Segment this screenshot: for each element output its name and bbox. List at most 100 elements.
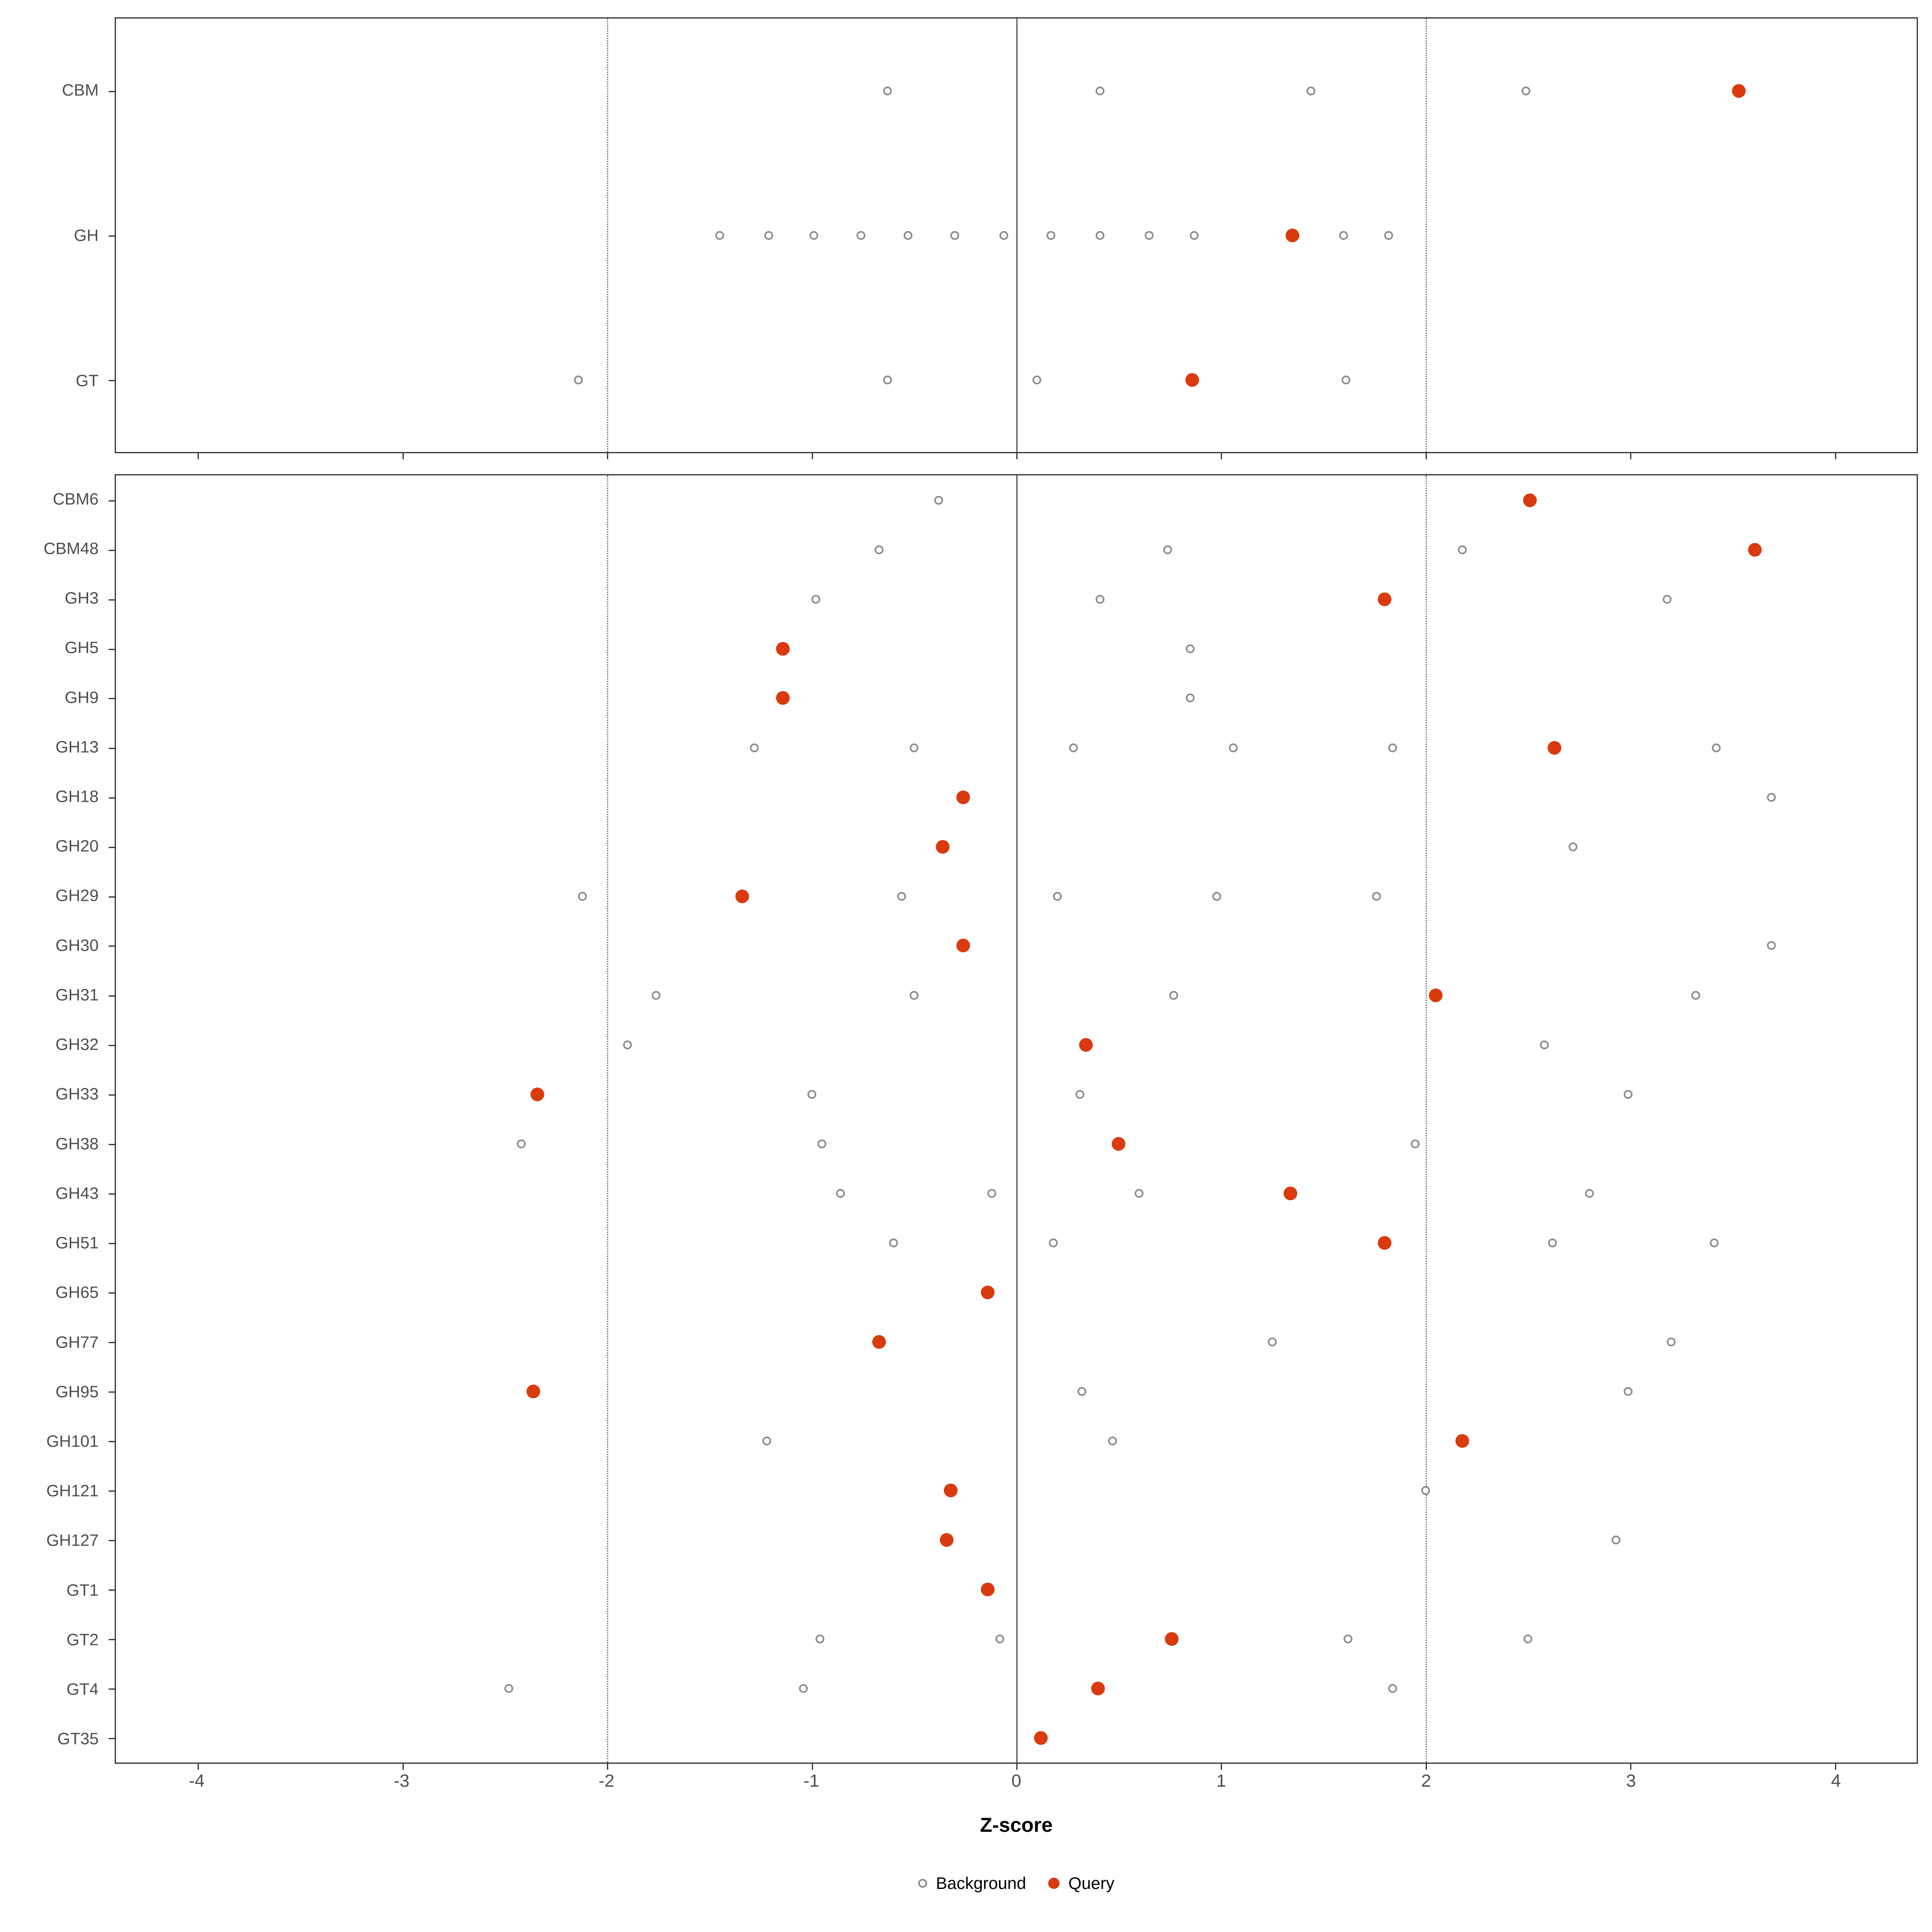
- background-point: [516, 1139, 526, 1148]
- y-axis-tick: [109, 747, 116, 749]
- x-axis-tick: [607, 452, 609, 459]
- y-axis-tick: [109, 1292, 116, 1294]
- y-axis-tick: [109, 1144, 116, 1145]
- y-axis-label: GH29: [55, 886, 99, 905]
- y-axis-tick: [109, 1193, 116, 1195]
- y-axis-tick: [109, 698, 116, 700]
- background-point: [764, 231, 773, 240]
- background-point: [1767, 941, 1776, 950]
- background-point: [1611, 1535, 1620, 1544]
- background-point: [817, 1139, 826, 1148]
- y-axis-tick: [109, 91, 116, 92]
- query-point: [944, 1483, 958, 1497]
- y-axis-label: GH95: [55, 1382, 99, 1401]
- query-point: [1548, 741, 1562, 755]
- query-point: [1185, 373, 1199, 387]
- y-axis-label: GH127: [46, 1531, 99, 1550]
- x-axis-tick: [402, 452, 404, 459]
- y-axis-label: GH32: [55, 1035, 99, 1054]
- y-axis-tick: [109, 1589, 116, 1591]
- background-point: [1709, 1238, 1719, 1247]
- background-point: [1624, 1090, 1633, 1099]
- background-point: [1108, 1436, 1117, 1445]
- y-axis-tick: [109, 500, 116, 502]
- y-axis-tick: [109, 1639, 116, 1640]
- y-axis-labels-families: CBM6 CBM48 GH3 GH5 GH9 GH13 GH18 GH20 GH29 GH30 GH…: [0, 474, 107, 1764]
- y-axis-tick: [109, 1243, 116, 1244]
- query-point: [776, 642, 790, 656]
- background-point: [1421, 1486, 1430, 1495]
- background-point: [883, 86, 892, 95]
- y-axis-tick: [109, 648, 116, 650]
- filled-circle-icon: [1048, 1878, 1060, 1889]
- reference-line-dotted: [607, 19, 609, 452]
- y-axis-label: GH9: [64, 688, 99, 707]
- background-point: [574, 375, 583, 384]
- y-axis-label: GH: [74, 226, 99, 244]
- query-point: [1034, 1731, 1048, 1745]
- background-point: [1163, 545, 1172, 554]
- background-point: [934, 495, 943, 505]
- x-axis-tick-label: 1: [1216, 1771, 1226, 1791]
- background-point: [909, 991, 919, 1000]
- background-point: [1548, 1238, 1557, 1247]
- x-axis-tick: [1016, 452, 1018, 459]
- y-axis-label: GH5: [64, 638, 99, 657]
- y-axis-tick: [109, 1094, 116, 1096]
- query-point: [735, 889, 749, 903]
- x-axis-tick: [402, 1763, 404, 1770]
- y-axis-tick: [109, 235, 116, 237]
- background-point: [889, 1238, 898, 1247]
- y-axis-tick: [109, 1490, 116, 1492]
- y-axis-label: CBM6: [53, 489, 99, 508]
- background-point: [1585, 1189, 1594, 1198]
- background-point: [578, 892, 587, 901]
- query-point: [956, 790, 970, 804]
- background-point: [1228, 743, 1238, 752]
- y-axis-tick: [109, 896, 116, 898]
- background-point: [836, 1189, 845, 1198]
- y-axis-tick: [109, 1342, 116, 1343]
- background-point: [1096, 86, 1105, 95]
- background-point: [1521, 86, 1530, 95]
- y-axis-tick: [109, 549, 116, 551]
- background-point: [504, 1684, 514, 1693]
- y-axis-tick: [109, 846, 116, 848]
- y-axis-label: GH65: [55, 1283, 99, 1302]
- background-point: [1711, 743, 1721, 752]
- y-axis-tick: [109, 945, 116, 947]
- y-axis-tick: [109, 1044, 116, 1046]
- y-axis-label: GH38: [55, 1134, 99, 1153]
- background-point: [1190, 231, 1199, 240]
- reference-line-dotted: [1425, 19, 1427, 452]
- background-point: [811, 594, 820, 604]
- y-axis-label: GH13: [55, 737, 99, 756]
- background-point: [1307, 86, 1316, 95]
- x-axis-tick-label: -3: [394, 1771, 410, 1791]
- y-axis-label: CBM: [62, 80, 99, 99]
- reference-line-zero: [1016, 19, 1018, 452]
- query-point: [530, 1087, 545, 1101]
- background-point: [1662, 594, 1672, 604]
- y-axis-label: GH3: [64, 588, 99, 607]
- y-axis-label: GT2: [66, 1630, 99, 1649]
- y-axis-label: GH30: [55, 936, 99, 955]
- background-point: [1053, 892, 1062, 901]
- open-circle-icon: [918, 1879, 927, 1888]
- background-point: [1212, 892, 1222, 901]
- background-point: [1458, 545, 1467, 554]
- x-axis-tick-label: -2: [599, 1771, 615, 1791]
- background-point: [762, 1436, 771, 1445]
- x-axis-tick-labels: -4 -3 -2 -1 0 1 2 3 4: [115, 1771, 1918, 1795]
- query-point: [1112, 1137, 1126, 1151]
- background-point: [807, 1090, 816, 1099]
- x-axis-tick: [607, 1763, 609, 1770]
- background-point: [815, 1634, 824, 1643]
- y-axis-label: GH121: [46, 1481, 99, 1500]
- background-point: [1096, 231, 1105, 240]
- background-point: [1145, 231, 1154, 240]
- x-axis-tick-label: -1: [803, 1771, 819, 1791]
- background-point: [1075, 1090, 1084, 1099]
- background-point: [1691, 991, 1700, 1000]
